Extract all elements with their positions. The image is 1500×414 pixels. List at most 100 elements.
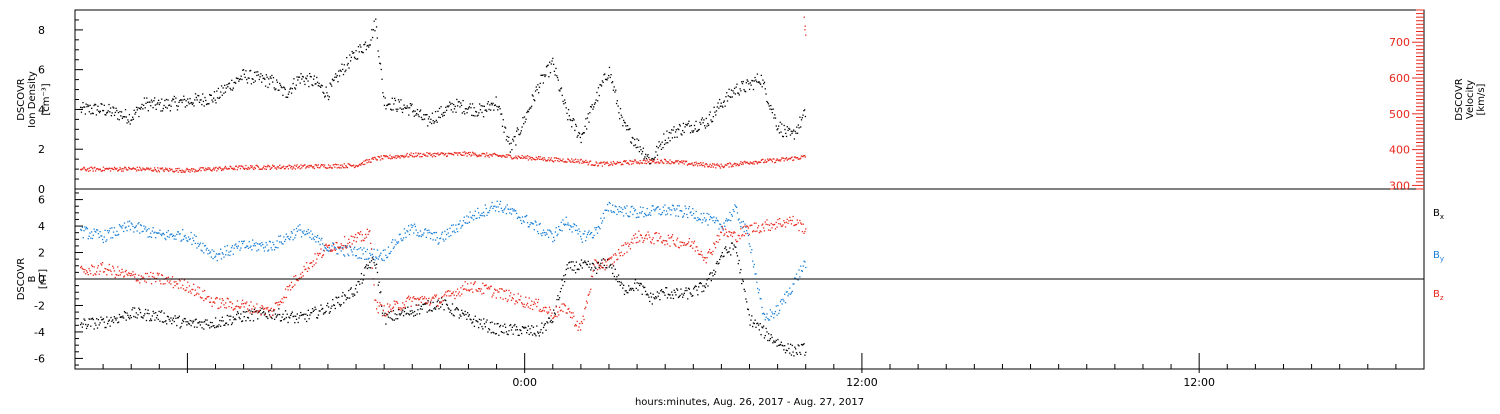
velocity-point [630,160,632,162]
b-bx-point [484,326,487,328]
b-bz-point [606,259,609,262]
b-by-point [337,253,339,255]
b-by-point [782,298,784,301]
b-by-point [804,261,806,263]
density-point [256,74,258,77]
b-bz-point [104,267,106,270]
b-bx-point [139,308,141,311]
b-bx-point [450,313,453,315]
b-by-point [638,216,640,218]
velocity-point [155,170,157,172]
velocity-point [343,163,345,165]
b-by-point [185,237,187,239]
b-by-point [640,212,642,214]
b-bz-point [608,258,610,260]
density-point [597,100,599,102]
velocity-point [785,157,788,159]
b-by-point [665,214,667,216]
density-point [431,112,434,114]
b-bx-point [135,312,137,314]
b-by-point [494,210,497,212]
b-by-point [509,212,511,214]
velocity-point [667,161,669,163]
b-bx-point [114,317,116,320]
b-by-point [407,231,409,233]
b-bz-point [797,222,799,224]
b-bz-point [750,224,752,226]
b-by-point [268,240,271,243]
b-bz-point [542,307,545,309]
b-bz-point [392,306,395,308]
density-point [264,78,266,80]
b-bx-point [560,287,562,290]
density-point [668,131,670,134]
b-by-point [200,249,202,251]
b-by-point [363,247,365,249]
b-bz-point [321,254,324,257]
b-bx-point [785,349,788,351]
b-by-point [772,313,774,315]
velocity-point [135,170,138,172]
density-point [302,76,305,78]
b-by-point [387,246,390,248]
velocity-point [130,168,132,170]
b-bz-point [497,291,499,293]
b-by-point [678,205,680,207]
velocity-point [794,156,796,158]
b-by-point [705,219,707,221]
velocity-point [721,165,723,167]
velocity-point [697,162,700,165]
density-point [778,132,781,134]
b-bz-point [715,241,718,243]
b-by-point [391,239,394,241]
b-bx-point [402,309,404,311]
b-bx-point [264,312,266,314]
b-by-point [725,220,727,222]
b-by-point [574,224,576,226]
b-by-point [214,255,217,257]
b-bz-point [310,262,312,264]
b-bx-point [458,317,460,319]
b-bz-point [615,254,617,256]
b-bx-point [549,321,551,323]
velocity-point [184,171,186,173]
b-by-point [197,242,199,245]
b-bz-point [95,274,97,276]
b-bz-point [476,290,478,292]
b-bx-point [216,325,218,327]
b-bz-point [662,239,664,242]
density-point [175,97,177,99]
b-bz-point [773,224,775,226]
velocity-point [357,165,360,167]
b-by-point [376,249,379,251]
b-bx-point [786,349,788,352]
density-point [502,119,504,121]
velocity-point [607,162,609,164]
b-bx-point [332,304,335,306]
b-bz-point [589,291,591,293]
velocity-point [292,166,294,168]
b-by-point [635,216,637,219]
b-by-point [122,224,124,227]
b-by-point [484,204,487,206]
b-by-point [576,229,578,232]
b-bx-point [628,285,630,287]
velocity-point [133,168,135,170]
velocity-point [723,166,726,168]
density-point [558,89,560,91]
velocity-point [358,164,360,166]
b-bz-point [719,238,721,241]
b-bx-point [209,321,212,324]
b-bx-point [493,323,496,325]
velocity-point [614,163,616,165]
density-point [372,29,375,31]
b-bx-point [248,309,250,311]
density-point [723,100,726,102]
b-bx-point [154,319,156,321]
b-bx-point [633,282,636,284]
velocity-point [757,161,759,164]
b-by-point [517,216,519,218]
b-bx-point [676,289,679,291]
b-by-point [726,220,728,222]
b-bz-point [277,304,279,306]
